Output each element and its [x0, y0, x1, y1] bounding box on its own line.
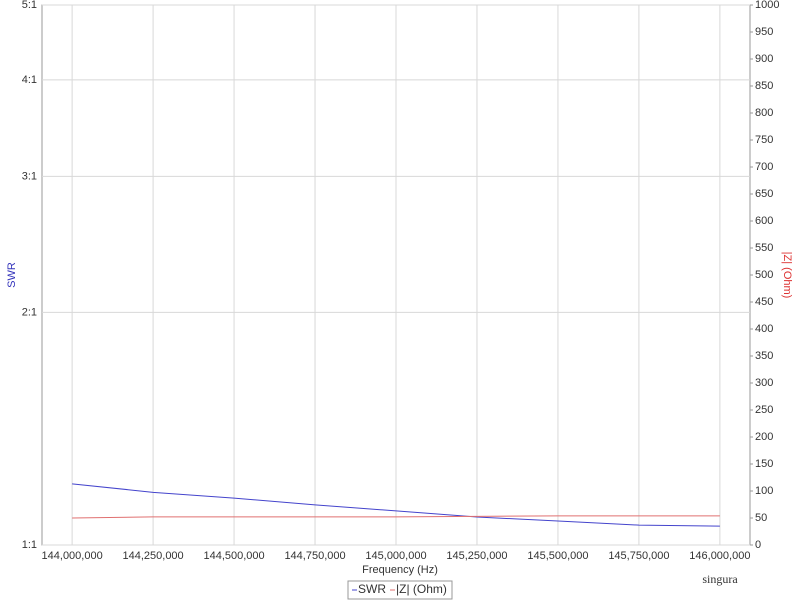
- x-tick-label: 145,250,000: [446, 550, 507, 562]
- x-tick-label: 144,750,000: [284, 550, 345, 562]
- y-tick-label: 5:1: [22, 0, 37, 11]
- y-tick-label: 2:1: [22, 306, 37, 318]
- y2-tick-label: 550: [755, 242, 773, 254]
- y-axis-label: SWR: [6, 262, 18, 288]
- y2-axis-label: |Z| (Ohm): [781, 252, 793, 299]
- legend-label: |Z| (Ohm): [396, 582, 447, 596]
- x-tick-label: 145,000,000: [365, 550, 426, 562]
- y2-tick-label: 850: [755, 80, 773, 92]
- x-tick-label: 144,500,000: [203, 550, 264, 562]
- y2-tick-label: 500: [755, 269, 773, 281]
- y2-tick-label: 350: [755, 350, 773, 362]
- y2-tick-label: 100: [755, 485, 773, 497]
- series-line: [72, 483, 720, 527]
- x-tick-label: 145,750,000: [608, 550, 669, 562]
- y2-tick-label: 250: [755, 404, 773, 416]
- legend: [347, 580, 453, 600]
- y-tick-label: 3:1: [22, 170, 37, 182]
- y2-tick-label: 900: [755, 53, 773, 65]
- y2-tick-label: 400: [755, 323, 773, 335]
- y2-tick-label: 700: [755, 161, 773, 173]
- x-axis-label: Frequency (Hz): [362, 564, 438, 576]
- y2-tick-label: 800: [755, 107, 773, 119]
- y2-tick-label: 200: [755, 431, 773, 443]
- x-tick-label: 144,250,000: [123, 550, 184, 562]
- y2-tick-label: 600: [755, 215, 773, 227]
- x-tick-label: 144,000,000: [42, 550, 103, 562]
- y2-tick-label: 150: [755, 458, 773, 470]
- y2-tick-label: 950: [755, 26, 773, 38]
- y2-tick-label: 750: [755, 134, 773, 146]
- y2-tick-label: 1000: [755, 0, 779, 11]
- y2-tick-label: 300: [755, 377, 773, 389]
- series-line: [72, 515, 720, 519]
- y2-tick-label: 50: [755, 512, 767, 524]
- y2-tick-label: 0: [755, 539, 761, 551]
- signature: singura: [702, 572, 738, 586]
- y-tick-label: 4:1: [22, 74, 37, 86]
- x-tick-label: 145,500,000: [527, 550, 588, 562]
- y-tick-label: 1:1: [22, 539, 37, 551]
- legend-label: SWR: [358, 582, 386, 596]
- y2-tick-label: 650: [755, 188, 773, 200]
- y2-tick-label: 450: [755, 296, 773, 308]
- x-tick-label: 146,000,000: [689, 550, 750, 562]
